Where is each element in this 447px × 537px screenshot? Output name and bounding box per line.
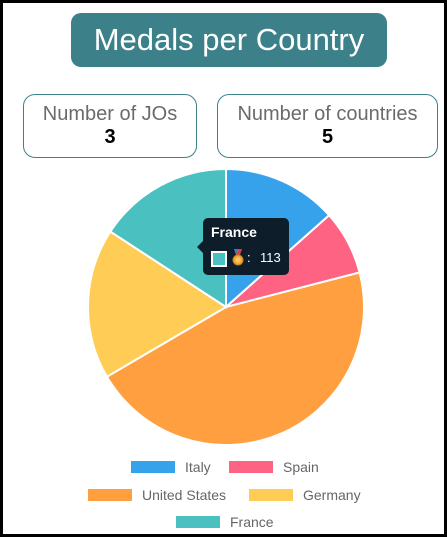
stat-card-jos: Number of JOs 3 bbox=[23, 94, 197, 158]
tooltip-title: France bbox=[211, 224, 257, 240]
legend-label: France bbox=[230, 514, 274, 530]
tooltip-separator: : bbox=[247, 250, 251, 265]
legend-color-box bbox=[88, 489, 132, 501]
legend-item-italy[interactable]: Italy bbox=[131, 459, 211, 475]
tooltip-value: 113 bbox=[260, 250, 281, 265]
legend-item-france[interactable]: France bbox=[176, 514, 274, 530]
stat-value-countries: 5 bbox=[321, 126, 334, 148]
legend-color-box bbox=[249, 489, 293, 501]
legend-item-united-states[interactable]: United States bbox=[88, 487, 226, 503]
legend-label: United States bbox=[142, 487, 227, 503]
legend-label: Spain bbox=[283, 459, 319, 475]
legend-item-germany[interactable]: Germany bbox=[249, 487, 361, 503]
chart-tooltip: France : 113 bbox=[197, 218, 289, 275]
legend-color-box bbox=[131, 461, 175, 473]
legend-label: Germany bbox=[303, 487, 361, 503]
pie-slice-france[interactable] bbox=[109, 167, 227, 309]
stat-label-jos: Number of JOs bbox=[42, 103, 178, 125]
legend-label: Italy bbox=[185, 459, 211, 475]
stat-label-countries: Number of countries bbox=[237, 103, 418, 125]
pie-slice-united-states[interactable] bbox=[105, 271, 365, 447]
legend-item-spain[interactable]: Spain bbox=[229, 459, 319, 475]
medal-icon bbox=[232, 249, 244, 266]
legend-color-box bbox=[176, 516, 220, 528]
legend-color-box bbox=[229, 461, 273, 473]
page-title: Medals per Country bbox=[71, 13, 387, 67]
tooltip-caret bbox=[197, 241, 203, 253]
stat-card-countries: Number of countries 5 bbox=[217, 94, 438, 158]
stat-value-jos: 3 bbox=[104, 126, 116, 148]
tooltip-color-swatch bbox=[211, 251, 227, 267]
pie-slice-germany[interactable] bbox=[87, 230, 228, 379]
